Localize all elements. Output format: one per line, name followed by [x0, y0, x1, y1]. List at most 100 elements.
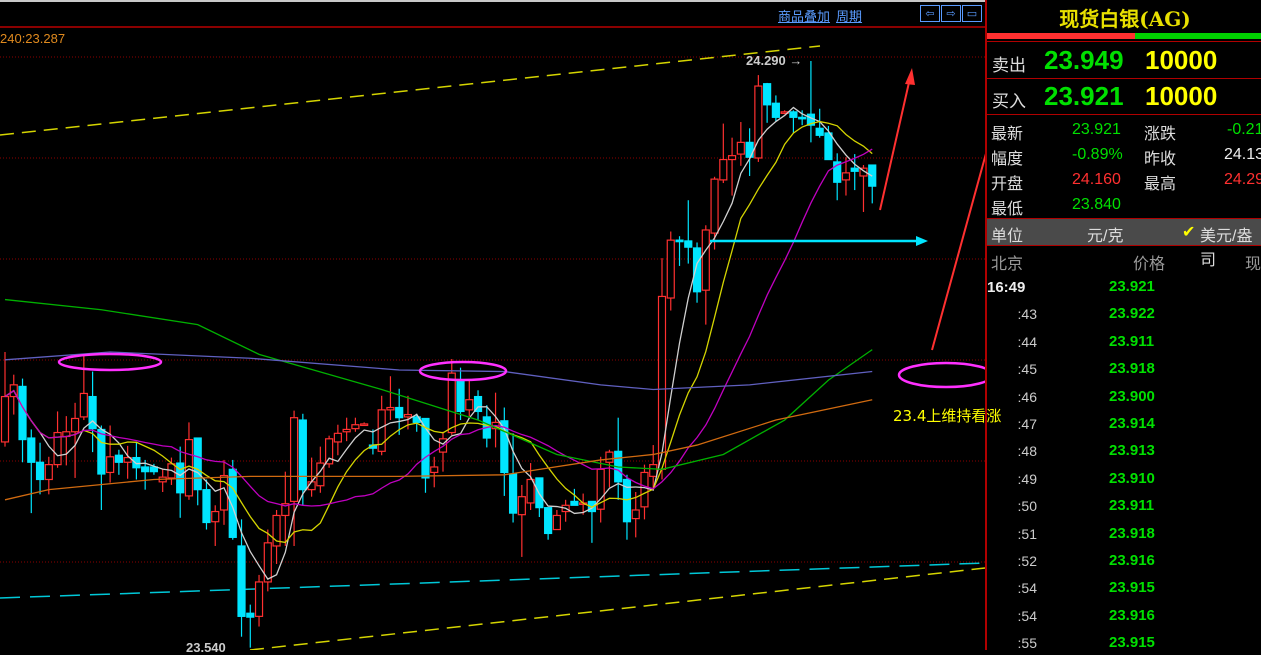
candle-down — [692, 247, 702, 293]
candle-down — [132, 456, 141, 469]
buy-label: 买入 — [992, 92, 1026, 111]
tick-row: :43 23.922 — [987, 301, 1261, 328]
candle-down — [771, 102, 780, 118]
prev-close-value: 24.13 — [1224, 146, 1261, 163]
candle-down — [35, 461, 45, 481]
high-value: 24.29 — [1224, 171, 1261, 188]
tick-time: :49 — [1017, 470, 1037, 487]
candle-down — [798, 116, 807, 120]
period-link[interactable]: 周期 — [836, 10, 863, 25]
candle-up — [727, 155, 737, 161]
candle-down — [833, 161, 842, 183]
candle-down — [149, 466, 159, 473]
tick-price: 23.918 — [1109, 360, 1155, 378]
tick-price: 23.900 — [1109, 387, 1155, 405]
low-label: 最低 — [991, 201, 1024, 218]
range-value: -0.89% — [1072, 146, 1123, 163]
tick-time: :51 — [1017, 525, 1037, 542]
ma10-line — [4, 120, 873, 544]
tick-time: :55 — [1017, 635, 1037, 650]
unit-label: 单位 — [991, 228, 1024, 245]
tick-time: :54 — [1017, 607, 1037, 624]
candle-up — [859, 167, 868, 177]
check-icon: ✔ — [1182, 224, 1196, 241]
annotation-note: 23.4上维持看涨 — [893, 407, 1002, 425]
ticks-header-volume: 现 — [1245, 256, 1261, 273]
candle-up — [736, 141, 745, 155]
candle-down — [237, 545, 246, 617]
candle-down — [789, 111, 798, 118]
candle-down — [246, 612, 255, 618]
candle-down — [684, 240, 693, 248]
buy-row: 买入 23.921 10000 — [987, 78, 1261, 115]
candle-up — [403, 413, 413, 418]
tick-row: :54 23.916 — [987, 603, 1261, 630]
candle-up — [657, 295, 667, 470]
candle-down — [622, 478, 632, 523]
red-arrow-line — [879, 77, 911, 211]
lower-trend-line — [249, 567, 985, 650]
tick-time: :50 — [1017, 498, 1037, 515]
ticks-header-time: 北京 — [991, 256, 1024, 273]
tick-row: :44 23.911 — [987, 329, 1261, 356]
arrow-right-icon[interactable]: ⇨ — [941, 5, 961, 22]
panel-layout-icon[interactable]: ▭ — [962, 5, 982, 22]
candle-up — [70, 417, 80, 433]
candle-up — [631, 509, 640, 520]
sell-label: 卖出 — [992, 56, 1026, 75]
tick-row: :46 23.900 — [987, 384, 1261, 411]
highlight-ellipse — [57, 352, 163, 372]
overlay-link[interactable]: 商品叠加 — [778, 10, 831, 25]
unit-option-usd-ounce[interactable]: 美元/盎司 — [1200, 228, 1253, 269]
quote-panel: 现货白银(AG) 卖出 23.949 10000 买入 23.921 10000… — [985, 0, 1261, 650]
candle-down — [228, 468, 237, 538]
candle-down — [824, 132, 833, 161]
tick-price: 23.915 — [1109, 579, 1155, 597]
tick-price: 23.916 — [1109, 552, 1155, 569]
tick-price: 23.910 — [1109, 469, 1155, 487]
unit-option-yuan-gram[interactable]: 元/克 — [1087, 228, 1124, 245]
candle-down — [745, 141, 754, 158]
candle-up — [377, 409, 386, 452]
candle-up — [447, 372, 456, 434]
upper-trend-line — [0, 45, 821, 136]
candle-up — [219, 474, 229, 511]
ma-green-line — [4, 298, 873, 470]
tick-time: :46 — [1017, 388, 1037, 405]
candle-up — [272, 514, 281, 547]
ma5-line — [4, 106, 873, 580]
tick-row: :47 23.914 — [987, 411, 1261, 438]
candle-up — [841, 172, 851, 181]
candle-down — [473, 395, 483, 413]
candle-down — [97, 428, 106, 475]
candle-up — [710, 178, 719, 234]
candle-down — [500, 420, 509, 474]
tick-row: :50 23.911 — [987, 493, 1261, 520]
buy-sell-ratio-bar — [987, 33, 1261, 39]
sell-row: 卖出 23.949 10000 — [987, 41, 1261, 79]
candle-down — [141, 466, 150, 473]
prev-close-label: 昨收 — [1144, 151, 1177, 168]
tick-price: 23.913 — [1109, 442, 1155, 460]
tick-price: 23.921 — [1109, 278, 1155, 295]
candle-down — [114, 454, 123, 463]
change-value: -0.21 — [1227, 121, 1261, 138]
open-value: 24.160 — [1072, 171, 1121, 188]
candle-up — [263, 542, 272, 583]
support-line — [0, 562, 985, 599]
candle-up — [666, 239, 675, 299]
candle-up — [649, 464, 658, 477]
arrow-left-icon[interactable]: ⇦ — [920, 5, 940, 22]
tick-time: :52 — [1017, 553, 1037, 569]
candlestick-chart[interactable] — [0, 0, 985, 650]
candle-down — [298, 419, 307, 491]
candle-up — [701, 229, 710, 291]
high-price-value: 24.290 — [746, 53, 786, 68]
candle-up — [123, 456, 132, 463]
ma-blue-line — [4, 351, 873, 391]
buy-ratio — [1135, 33, 1261, 39]
candle-up — [333, 432, 342, 443]
candle-down — [544, 507, 553, 535]
tick-time: :54 — [1017, 580, 1037, 597]
sell-ratio — [987, 33, 1135, 39]
